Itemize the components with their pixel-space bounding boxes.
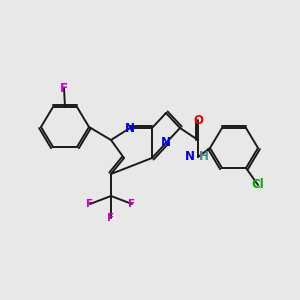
Text: N: N <box>125 122 135 134</box>
Text: O: O <box>193 113 203 127</box>
Text: N: N <box>161 136 171 149</box>
Text: N: N <box>185 151 195 164</box>
Text: F: F <box>60 82 68 94</box>
Text: Cl: Cl <box>252 178 264 191</box>
Text: F: F <box>107 213 115 223</box>
Text: H: H <box>199 151 209 164</box>
Text: F: F <box>86 199 94 209</box>
Text: F: F <box>128 199 136 209</box>
